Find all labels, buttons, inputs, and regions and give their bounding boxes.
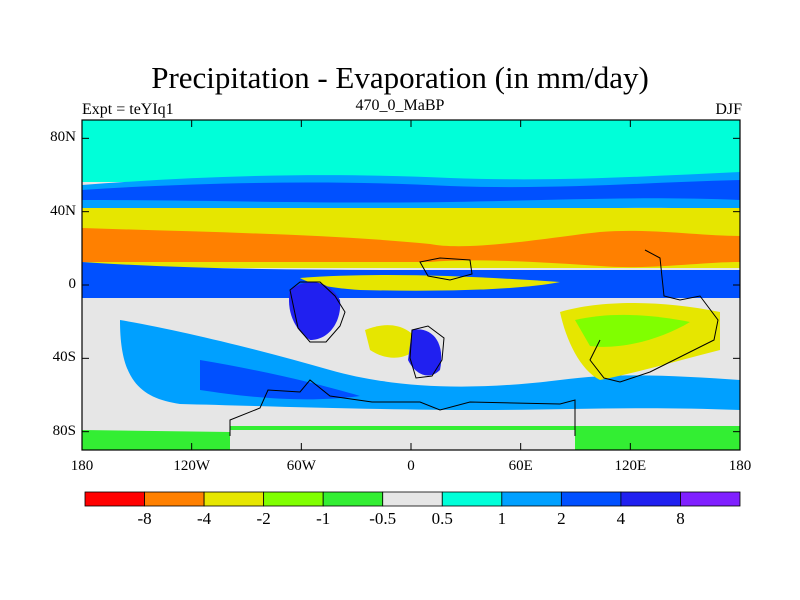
subtropic-dry-band [82,228,740,268]
experiment-label: Expt = teYIq1 [82,101,174,118]
colorbar-box [501,491,562,507]
antarctic-ice [230,430,575,450]
x-tick-label: 120E [614,458,647,474]
colorbar-label: 1 [497,509,507,528]
map-title: Precipitation - Evaporation (in mm/day) [151,60,649,95]
landmass-coastline-central [409,325,445,379]
y-tick-label: 40S [52,349,76,366]
colorbar-box [620,491,681,507]
colorbar-label: 0.5 [431,509,453,528]
colorbar-label: -1 [316,509,331,528]
storm-track-band [82,180,740,203]
y-tick-label: 80S [52,422,76,439]
equatorial-dry-tongue [300,275,560,291]
period-label: 470_0_MaBP [355,97,445,114]
dry-region-central [365,325,420,358]
southern-ocean-dry [82,406,230,432]
colorbar-label: 8 [676,509,685,528]
x-tick-label: 60E [508,458,533,474]
colorbar-label: -8 [137,509,152,528]
colorbar-label: -2 [256,509,271,528]
colorbar-box [322,491,384,507]
wet-region-central [408,329,442,376]
colorbar-box [441,491,503,507]
colorbar-box [84,491,145,507]
arctic-band [82,120,740,182]
southern-landmass-core [575,314,690,347]
colorbar [84,491,741,507]
x-tick-label: 60W [286,458,316,474]
colorbar-label: 2 [557,509,566,528]
antarctic-coastline [229,379,576,436]
colorbar-label: 4 [616,509,626,528]
colorbar-box [680,491,741,507]
x-tick-label: 120W [173,458,210,474]
south-storm-track [200,360,360,400]
colorbar-label: -4 [196,509,212,528]
season-label: DJF [715,101,742,118]
wet-region-west [288,282,341,340]
x-tick-marks [81,120,741,450]
colorbar-box [144,491,205,507]
landmass-coastline-west [289,281,346,343]
landmass-coastline-north [419,257,473,281]
colorbar-label: -0.5 [369,509,397,528]
landmass-coastline-east [589,249,719,383]
y-tick-label: 40N [50,202,76,219]
y-tick-label: 0 [68,276,77,292]
x-tick-label: 180 [728,458,752,474]
south-pacific-dry [82,298,300,340]
x-tick-label: 0 [407,458,415,474]
colorbar-box [263,491,324,507]
y-tick-label: 80N [50,129,76,146]
colorbar-box [203,491,265,507]
colorbar-box [382,491,443,507]
colorbar-box [560,491,622,507]
x-tick-label: 180 [70,458,94,474]
y-tick-marks [82,137,740,433]
map-plot-area [82,120,740,450]
